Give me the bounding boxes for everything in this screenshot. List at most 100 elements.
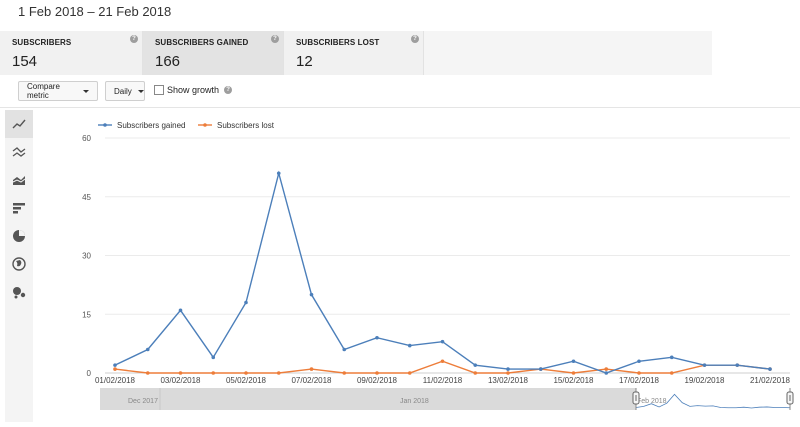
- stacked-area-button[interactable]: [5, 166, 33, 194]
- data-point: [309, 367, 314, 371]
- legend-marker: [103, 123, 107, 127]
- metric-value: 12: [296, 53, 313, 70]
- line-chart-button[interactable]: [5, 110, 33, 138]
- multi-line-icon: [12, 147, 26, 157]
- pie-chart-icon: [13, 230, 25, 242]
- legend-marker: [203, 123, 207, 127]
- date-range: 1 Feb 2018 – 21 Feb 2018: [18, 4, 172, 19]
- data-point: [375, 371, 379, 375]
- data-point: [440, 359, 445, 364]
- metric-value: 154: [12, 53, 38, 70]
- stacked-area-icon: [12, 176, 26, 185]
- show-growth-checkbox[interactable]: [154, 85, 164, 95]
- bubble-chart-button[interactable]: [5, 278, 33, 306]
- bar-chart-icon: [13, 203, 25, 214]
- metric-tabs: SUBSCRIBERS 154 ? SUBSCRIBERS GAINED 166…: [0, 31, 712, 75]
- metric-label: SUBSCRIBERS LOST: [296, 38, 380, 47]
- chart-toolbar: Compare metric Daily Show growth ?: [0, 75, 800, 108]
- x-tick-label: 05/02/2018: [226, 376, 267, 385]
- data-point: [145, 347, 150, 352]
- chart-type-sidebar: [5, 110, 33, 422]
- data-point: [538, 367, 543, 371]
- data-point: [276, 371, 281, 375]
- data-point: [669, 371, 674, 375]
- interval-dropdown[interactable]: Daily: [105, 81, 145, 101]
- y-tick-label: 45: [82, 193, 91, 202]
- data-point: [407, 371, 412, 375]
- data-point: [375, 335, 379, 340]
- x-tick-label: 15/02/2018: [553, 376, 594, 385]
- data-point: [735, 363, 740, 367]
- data-point: [571, 359, 576, 364]
- data-point: [276, 171, 281, 176]
- data-point: [604, 371, 609, 375]
- data-point: [637, 371, 641, 375]
- data-point: [506, 371, 510, 375]
- data-point: [113, 367, 117, 371]
- x-tick-label: 01/02/2018: [95, 376, 136, 385]
- data-point: [604, 367, 609, 371]
- x-tick-label: 21/02/2018: [750, 376, 791, 385]
- data-point: [342, 347, 347, 352]
- interval-label: Daily: [114, 86, 132, 96]
- data-point: [244, 300, 248, 305]
- data-point: [407, 343, 412, 348]
- chevron-down-icon: [83, 89, 89, 93]
- multi-line-button[interactable]: [5, 138, 33, 166]
- navigator-sparkline: [635, 393, 791, 409]
- navigator-label: Feb 2018: [637, 398, 667, 405]
- metric-value: 166: [155, 53, 181, 70]
- x-tick-label: 13/02/2018: [488, 376, 529, 385]
- x-tick-label: 11/02/2018: [423, 376, 463, 385]
- x-tick-label: 09/02/2018: [357, 376, 398, 385]
- chart-grid: [105, 137, 790, 374]
- bar-chart-button[interactable]: [5, 194, 33, 222]
- help-icon[interactable]: ?: [411, 35, 419, 43]
- navigator-label: Jan 2018: [400, 398, 429, 405]
- show-growth-label: Show growth: [167, 85, 220, 95]
- y-tick-label: 15: [82, 310, 91, 319]
- navigator-selection: [636, 388, 790, 410]
- compare-metric-button[interactable]: Compare metric: [18, 81, 98, 101]
- data-point: [211, 371, 216, 375]
- legend-label: Subscribers gained: [117, 121, 185, 130]
- show-growth-toggle[interactable]: Show growth ?: [154, 85, 233, 95]
- help-icon[interactable]: ?: [130, 35, 138, 43]
- bubble-chart-icon: [13, 287, 26, 299]
- metric-tab-subscribers-gained[interactable]: SUBSCRIBERS GAINED 166 ?: [143, 31, 284, 75]
- data-point: [211, 355, 216, 360]
- x-tick-label: 17/02/2018: [619, 376, 660, 385]
- range-navigator: Dec 2017 Jan 2018 Feb 2018: [100, 388, 794, 410]
- data-point: [113, 363, 117, 367]
- chevron-down-icon: [137, 89, 144, 93]
- line-chart: 60 45 30 15 0 01/02/2018 03/02/2018 05/02/2018…: [82, 121, 794, 410]
- help-icon[interactable]: ?: [271, 35, 279, 43]
- chart-area: 60 45 30 15 0 01/02/2018 03/02/2018 05/02/2018…: [35, 110, 800, 422]
- compare-metric-label: Compare metric: [27, 82, 60, 100]
- data-point: [440, 339, 445, 344]
- globe-map-icon: [12, 257, 26, 271]
- data-point: [669, 355, 674, 360]
- data-point: [571, 371, 576, 375]
- data-point: [178, 308, 183, 313]
- data-point: [342, 371, 347, 375]
- y-tick-label: 30: [82, 252, 91, 261]
- metric-tab-subscribers[interactable]: SUBSCRIBERS 154 ?: [0, 31, 143, 75]
- data-point: [702, 363, 707, 367]
- data-point: [309, 292, 314, 297]
- metric-tab-subscribers-lost[interactable]: SUBSCRIBERS LOST 12 ?: [284, 31, 424, 75]
- data-point: [145, 371, 150, 375]
- help-icon[interactable]: ?: [224, 86, 233, 94]
- data-point: [244, 371, 248, 375]
- navigator-track: [100, 388, 790, 410]
- x-axis: 01/02/2018 03/02/2018 05/02/2018 07/02/2018…: [95, 376, 791, 385]
- metric-label: SUBSCRIBERS GAINED: [155, 38, 249, 47]
- navigator-label: Dec 2017: [128, 398, 158, 405]
- globe-map-button[interactable]: [5, 250, 33, 278]
- metric-label: SUBSCRIBERS: [12, 38, 72, 47]
- chart-legend: Subscribers gained Subscribers lost: [98, 121, 275, 130]
- y-tick-label: 0: [87, 369, 92, 378]
- data-point: [506, 367, 510, 371]
- pie-chart-button[interactable]: [5, 222, 33, 250]
- y-axis: 60 45 30 15 0: [82, 134, 91, 378]
